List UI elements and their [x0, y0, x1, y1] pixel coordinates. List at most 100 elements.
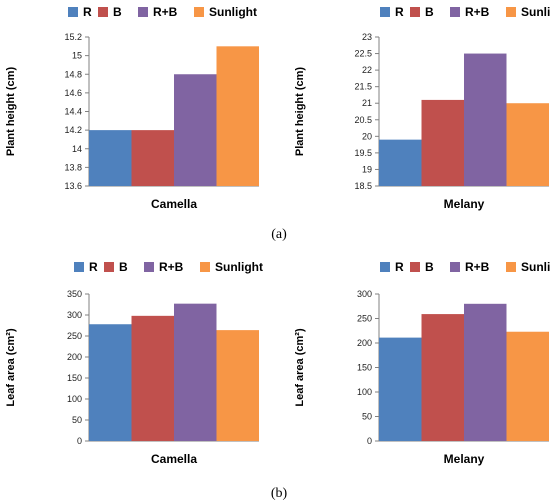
charts-group: 13.6 13.8 14 14.2 14.4 14.6 14.8 15 15.2 Camella P…	[5, 5, 550, 466]
legend: R B R+B Sunlight	[380, 260, 550, 274]
y-tick-label: 0	[367, 436, 372, 446]
bar-b	[131, 315, 174, 441]
legend-label: B	[113, 5, 122, 19]
legend-swatch	[104, 262, 114, 272]
chart-4: 0 50 100 150 200 250 300 Melany Leaf area (cm²) R…	[294, 260, 550, 466]
bar-r	[89, 324, 132, 441]
category-label: Melany	[444, 197, 485, 211]
legend-label: R+B	[153, 5, 178, 19]
legend-swatch	[200, 262, 210, 272]
legend-swatch	[380, 262, 390, 272]
legend-label: R	[395, 5, 404, 19]
y-tick-label: 200	[67, 352, 82, 362]
legend-swatch	[450, 7, 460, 17]
legend-swatch	[74, 262, 84, 272]
y-axis-label: Plant height (cm)	[5, 67, 17, 157]
y-tick-label: 250	[67, 331, 82, 341]
y-tick-label: 14.2	[64, 125, 82, 135]
bar-rplusb	[174, 74, 217, 186]
y-tick-label: 20.5	[354, 115, 372, 125]
bar-b	[421, 314, 464, 441]
y-tick-label: 150	[357, 363, 372, 373]
legend-swatch	[68, 7, 78, 17]
y-tick-label: 21	[362, 98, 372, 108]
caption-a: (a)	[271, 227, 287, 242]
y-tick-label: 350	[67, 289, 82, 299]
chart-2: 18.5 19 19.5 20 20.5 21 21.5 22 22.5 23 Melany Plan…	[294, 5, 550, 211]
legend-label: B	[425, 5, 434, 19]
legend-label: R	[83, 5, 92, 19]
bar-sunlight	[216, 330, 259, 441]
y-tick-label: 50	[72, 415, 82, 425]
bar-rplusb	[464, 53, 507, 186]
category-label: Melany	[444, 452, 485, 466]
bar-b	[421, 99, 464, 186]
y-tick-label: 13.6	[64, 181, 82, 191]
legend-swatch	[380, 7, 390, 17]
y-tick-label: 50	[362, 412, 372, 422]
bar-r	[379, 337, 422, 441]
y-tick-label: 20	[362, 131, 372, 141]
y-axis-label: Leaf area (cm²)	[294, 328, 306, 407]
y-tick-label: 250	[357, 314, 372, 324]
y-tick-label: 15	[72, 51, 82, 61]
y-tick-label: 14	[72, 144, 82, 154]
bar-r	[89, 130, 132, 186]
y-tick-label: 150	[67, 373, 82, 383]
y-tick-label: 23	[362, 32, 372, 42]
caption-b: (b)	[271, 486, 288, 501]
legend-label: B	[119, 260, 128, 274]
bar-r	[379, 139, 422, 186]
category-label: Camella	[151, 452, 197, 466]
legend: R B R+B Sunlight	[380, 5, 550, 19]
y-tick-label: 14.8	[64, 69, 82, 79]
legend-swatch	[506, 7, 516, 17]
legend-label: Sunlight	[521, 5, 550, 19]
y-tick-label: 100	[67, 394, 82, 404]
y-tick-label: 21.5	[354, 82, 372, 92]
legend-swatch	[410, 7, 420, 17]
bar-b	[131, 130, 174, 186]
legend-label: R	[89, 260, 98, 274]
y-axis-label: Leaf area (cm²)	[5, 328, 17, 407]
y-tick-label: 19	[362, 164, 372, 174]
y-tick-label: 200	[357, 338, 372, 348]
legend: R B R+B Sunlight	[74, 260, 263, 274]
y-tick-label: 22	[362, 65, 372, 75]
legend-swatch	[194, 7, 204, 17]
bar-sunlight	[506, 331, 549, 441]
legend-label: R+B	[159, 260, 184, 274]
legend: R B R+B Sunlight	[68, 5, 257, 19]
y-tick-label: 14.6	[64, 88, 82, 98]
legend-swatch	[138, 7, 148, 17]
y-tick-label: 300	[67, 310, 82, 320]
legend-label: R+B	[465, 260, 490, 274]
chart-3: 0 50 100 150 200 250 300 350 Camella Leaf area (c…	[5, 260, 263, 466]
legend-label: Sunlight	[215, 260, 263, 274]
legend-label: Sunlight	[521, 260, 550, 274]
legend-label: B	[425, 260, 434, 274]
legend-swatch	[98, 7, 108, 17]
y-tick-label: 14.4	[64, 107, 82, 117]
legend-swatch	[450, 262, 460, 272]
y-tick-label: 13.8	[64, 162, 82, 172]
bar-sunlight	[216, 46, 259, 186]
y-tick-label: 18.5	[354, 181, 372, 191]
y-tick-label: 0	[77, 436, 82, 446]
legend-swatch	[506, 262, 516, 272]
chart-1: 13.6 13.8 14 14.2 14.4 14.6 14.8 15 15.2 Camella P…	[5, 5, 259, 211]
y-tick-label: 19.5	[354, 148, 372, 158]
y-tick-label: 100	[357, 387, 372, 397]
y-tick-label: 15.2	[64, 32, 82, 42]
legend-label: R	[395, 260, 404, 274]
category-label: Camella	[151, 197, 197, 211]
legend-swatch	[410, 262, 420, 272]
bar-sunlight	[506, 103, 549, 186]
y-axis-label: Plant height (cm)	[294, 67, 306, 157]
bar-rplusb	[174, 303, 217, 441]
legend-label: Sunlight	[209, 5, 257, 19]
bar-rplusb	[464, 303, 507, 441]
legend-label: R+B	[465, 5, 490, 19]
y-tick-label: 300	[357, 289, 372, 299]
